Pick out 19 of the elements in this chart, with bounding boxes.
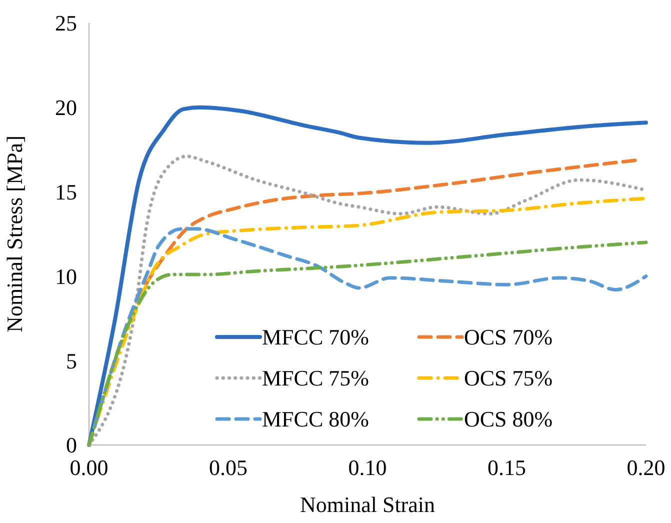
y-tick-label: 0 (66, 432, 77, 458)
y-tick-label: 15 (55, 180, 77, 204)
legend-label: MFCC 70% (262, 324, 369, 350)
x-tick-label: 0.20 (626, 455, 666, 480)
legend-label: OCS 75% (464, 366, 553, 391)
x-tick-label: 0.00 (70, 455, 108, 480)
y-tick-label: 25 (55, 10, 77, 36)
legend-label: MFCC 80% (262, 406, 369, 432)
legend-label: MFCC 75% (262, 366, 369, 391)
x-tick-label: 0.05 (209, 455, 248, 480)
y-tick-label: 20 (55, 95, 77, 120)
y-tick-label: 10 (55, 264, 77, 289)
x-tick-label: 0.10 (348, 455, 387, 480)
legend-label: OCS 80% (464, 406, 553, 432)
x-axis-title: Nominal Strain (300, 492, 436, 517)
y-axis-title: Nominal Stress [MPa] (2, 136, 27, 332)
x-tick-label: 0.15 (488, 455, 526, 480)
legend-label: OCS 70% (464, 324, 553, 350)
y-tick-label: 5 (66, 348, 77, 374)
